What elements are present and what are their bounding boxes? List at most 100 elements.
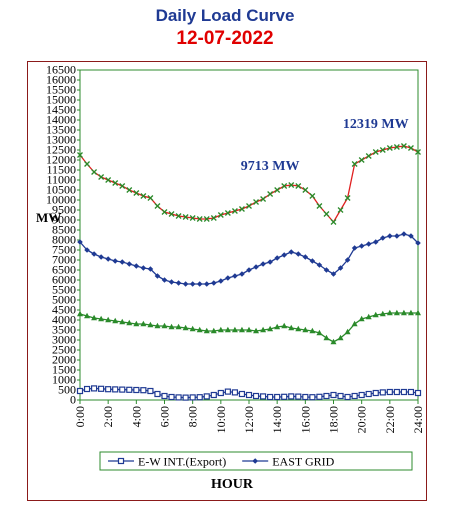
data-point: [415, 309, 421, 316]
x-tick-label: 4:00: [129, 406, 143, 427]
y-tick-label: 11000: [46, 173, 76, 187]
data-point: [154, 273, 161, 279]
data-point: [386, 309, 393, 316]
x-tick-label: 0:00: [73, 406, 87, 427]
data-point: [112, 180, 119, 186]
data-point: [400, 143, 407, 149]
data-point: [231, 208, 238, 214]
data-point: [133, 386, 140, 394]
data-point: [77, 152, 83, 158]
data-point: [323, 334, 330, 341]
x-tick-label: 2:00: [101, 406, 115, 427]
data-point: [309, 258, 316, 264]
data-point: [295, 183, 302, 189]
data-point: [196, 216, 203, 222]
data-point: [394, 233, 400, 239]
data-point: [344, 257, 351, 263]
data-point: [288, 324, 295, 331]
data-point: [217, 212, 224, 218]
data-point: [337, 334, 344, 341]
data-point: [316, 329, 323, 336]
data-point: [344, 195, 351, 201]
data-point: [105, 386, 112, 393]
x-tick-label: 8:00: [186, 406, 200, 427]
data-point: [119, 259, 126, 265]
data-point: [351, 392, 358, 400]
plot-area: [79, 69, 419, 401]
data-point: [140, 320, 147, 327]
data-point: [140, 193, 147, 199]
data-point: [358, 243, 365, 249]
data-point: [372, 149, 379, 155]
data-point: [168, 393, 175, 401]
data-point: [295, 393, 302, 400]
x-tick-label: 16:00: [298, 406, 312, 433]
data-point: [246, 326, 252, 333]
legend-swatch-marker: [117, 457, 125, 465]
legend-label: E-W INT.(Export): [138, 455, 226, 469]
x-tick-label: 6:00: [158, 406, 172, 427]
data-point: [175, 280, 182, 286]
data-point: [196, 326, 203, 333]
data-point: [330, 271, 337, 277]
data-point: [217, 326, 224, 333]
data-point: [245, 391, 253, 399]
data-point: [91, 169, 98, 175]
data-point: [224, 388, 231, 395]
data-point: [401, 231, 407, 237]
series-1: [77, 231, 421, 287]
y-tick-label: 10000: [46, 193, 76, 207]
data-point: [344, 393, 351, 401]
data-point: [119, 183, 126, 189]
data-point: [161, 392, 168, 400]
data-point: [218, 278, 224, 284]
data-point: [246, 203, 252, 209]
data-point: [161, 277, 168, 283]
data-point: [288, 249, 295, 255]
data-point: [351, 245, 358, 251]
data-point: [161, 209, 168, 215]
data-point: [196, 394, 203, 401]
data-point: [217, 389, 224, 397]
data-point: [407, 388, 415, 396]
data-point: [84, 312, 91, 319]
data-point: [351, 320, 358, 327]
data-point: [91, 251, 97, 257]
data-point: [147, 195, 154, 201]
data-point: [252, 392, 260, 400]
data-point: [400, 388, 408, 396]
data-point: [210, 391, 217, 399]
y-tick-label: 9000: [52, 213, 76, 227]
data-point: [189, 325, 196, 332]
data-point: [98, 385, 105, 392]
data-point: [126, 319, 133, 326]
data-point: [288, 182, 295, 188]
y-tick-label: 10500: [46, 183, 76, 197]
x-tick-label: 14:00: [270, 406, 284, 433]
data-point: [337, 392, 344, 400]
y-tick-label: 500: [58, 383, 76, 397]
data-point: [281, 393, 288, 400]
data-point: [119, 318, 126, 325]
data-point: [351, 161, 358, 167]
data-point: [77, 239, 83, 245]
data-point: [379, 235, 386, 241]
data-point: [365, 241, 372, 247]
data-point: [372, 311, 379, 318]
data-point: [140, 387, 147, 394]
data-point: [253, 264, 259, 270]
data-point: [386, 145, 393, 151]
data-point: [168, 279, 175, 285]
data-point: [358, 315, 365, 322]
data-point: [295, 325, 302, 332]
data-point: [316, 203, 323, 209]
data-point: [119, 386, 126, 393]
data-point: [281, 322, 288, 329]
data-point: [281, 183, 288, 189]
data-point: [386, 388, 393, 396]
chart-frame: 0 500 1000 1500 2000 2500 3000 3500 4000 4500 5000…: [27, 61, 427, 501]
data-point: [365, 153, 372, 159]
data-point: [267, 191, 274, 197]
data-point: [358, 391, 365, 399]
y-tick-label: 11500: [46, 163, 76, 177]
